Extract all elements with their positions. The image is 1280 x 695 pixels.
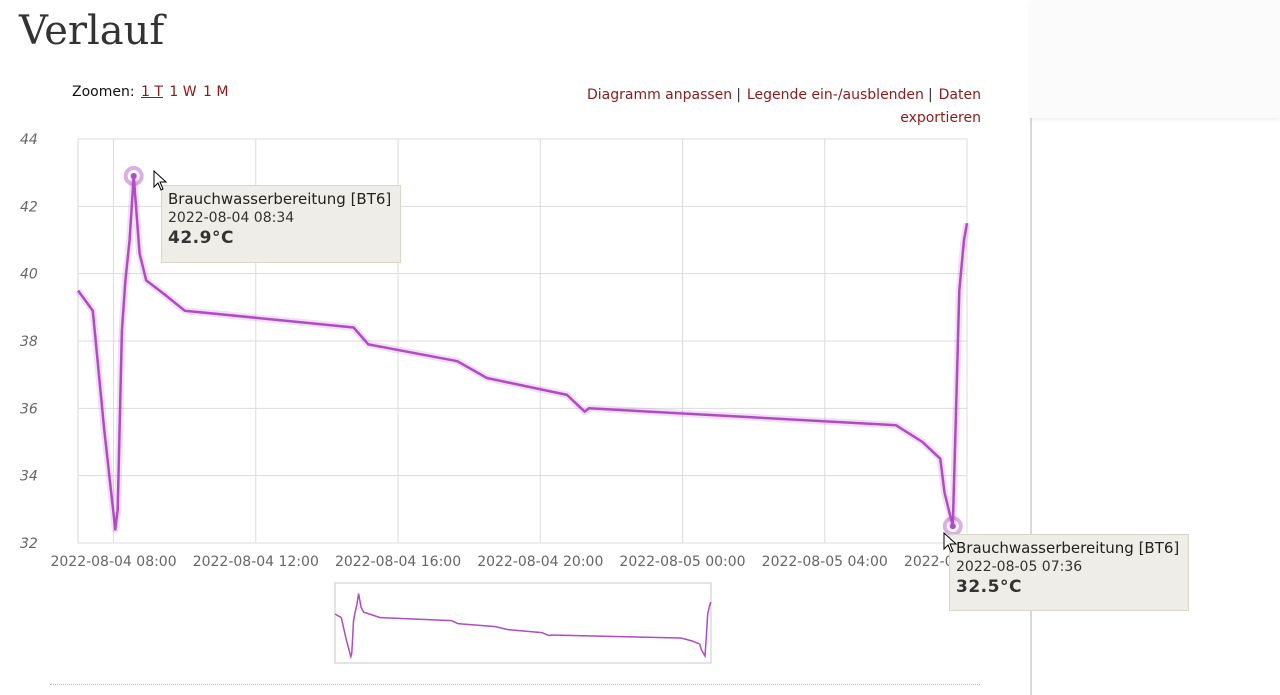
mouse-cursor-icon [943,532,958,553]
x-tick-label: 2022-08-04 12:00 [193,554,319,570]
y-tick-label: 42 [20,199,38,215]
separator: | [736,87,741,103]
tooltip: Brauchwasserbereitung [BT6] 2022-08-04 0… [161,185,401,263]
separator: | [927,87,933,103]
tooltip-series: Brauchwasserbereitung [BT6] [956,539,1180,557]
x-tick-label: 2022-08-05 04:00 [762,554,888,570]
tooltip-time: 2022-08-05 07:36 [956,559,1083,575]
hover-marker-dot [130,173,137,180]
navigator-line [334,593,712,660]
toggle-legend-link[interactable]: Legende ein-/ausblenden [746,87,924,103]
x-tick-label: 2022-08-04 16:00 [335,554,461,570]
right-panel-header [1030,0,1280,118]
series-line [76,174,969,531]
x-tick-label: 2022-08-04 08:00 [50,554,176,570]
hover-marker-dot [949,523,956,530]
y-tick-label: 36 [20,401,38,417]
main-content [0,0,1028,695]
chart-navigator[interactable] [334,582,712,664]
chart-series [75,172,971,533]
page-title: Verlauf [19,8,165,54]
hover-marker [123,166,144,187]
y-axis: 32 34 36 38 40 42 44 [20,132,38,552]
y-tick-label: 34 [20,469,38,485]
divider [50,684,980,685]
tooltip-value: 32.5°C [956,577,1022,597]
y-tick-label: 40 [20,267,38,283]
zoom-label: Zoomen: [72,84,135,100]
y-tick-label: 32 [20,536,38,552]
zoom-1-week-link[interactable]: 1 W [169,84,197,100]
x-tick-label: 2022-08-04 20:00 [477,554,603,570]
zoom-bar: Zoomen: 1 T 1 W 1 M [72,84,228,100]
tooltip-value: 42.9°C [168,228,234,248]
chart-grid [77,138,968,544]
x-axis: 2022-08-04 08:00 2022-08-04 12:00 2022-08-… [50,554,1028,570]
export-data-label-1: Daten [938,87,981,103]
tooltip-time: 2022-08-04 08:34 [168,210,295,226]
zoom-1-day-link[interactable]: 1 T [141,84,163,100]
tooltip: Brauchwasserbereitung [BT6] 2022-08-05 0… [949,534,1189,611]
chart-actions: Diagramm anpassen | Legende ein-/ausblende… [520,84,981,130]
export-data-link[interactable]: Daten exportieren [900,87,981,126]
zoom-1-month-link[interactable]: 1 M [203,84,229,100]
y-tick-label: 38 [20,334,38,350]
tooltip-series: Brauchwasserbereitung [BT6] [168,190,392,208]
export-data-label-2: exportieren [900,110,981,126]
x-tick-label: 2022-08-05 00:00 [619,554,745,570]
customize-chart-link[interactable]: Diagramm anpassen [586,87,733,103]
navigator-frame [334,582,712,664]
mouse-cursor-icon [153,170,168,191]
y-tick-label: 44 [20,132,38,148]
